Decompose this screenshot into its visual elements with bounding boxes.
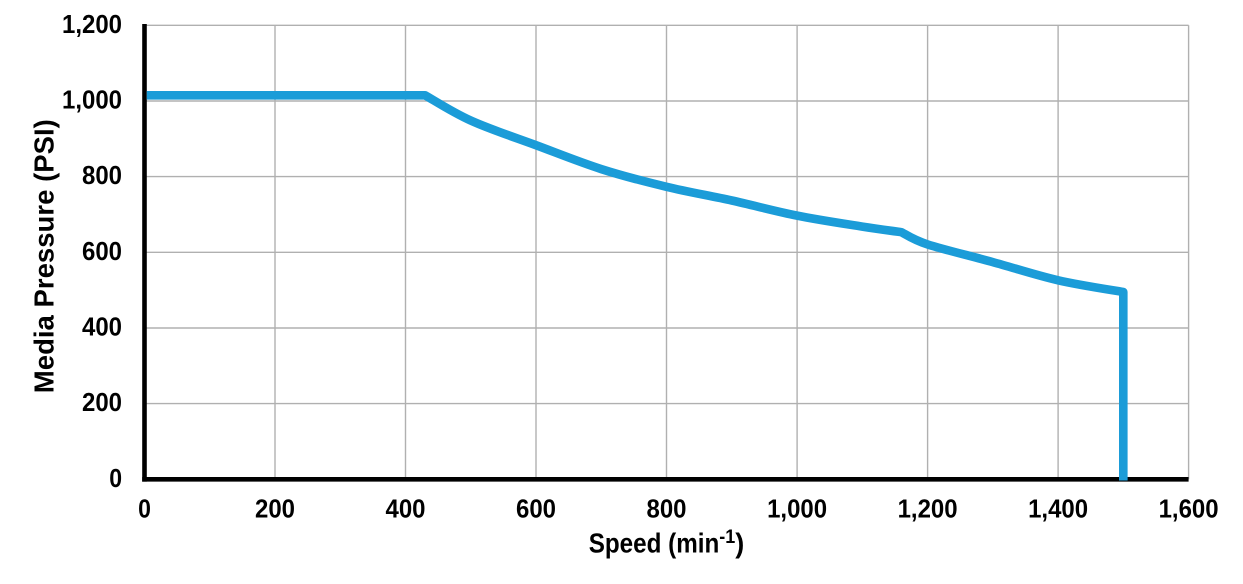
svg-text:1,600: 1,600 xyxy=(1159,494,1219,524)
svg-text:600: 600 xyxy=(516,494,556,524)
svg-text:0: 0 xyxy=(138,494,151,524)
svg-text:0: 0 xyxy=(109,463,122,493)
svg-text:1,400: 1,400 xyxy=(1028,494,1088,524)
svg-text:1,000: 1,000 xyxy=(62,85,122,115)
svg-text:1,000: 1,000 xyxy=(767,494,827,524)
svg-text:Speed (min-1): Speed (min-1) xyxy=(589,527,745,559)
svg-text:1,200: 1,200 xyxy=(898,494,958,524)
svg-text:800: 800 xyxy=(82,160,122,190)
svg-text:600: 600 xyxy=(82,236,122,266)
svg-text:400: 400 xyxy=(386,494,426,524)
svg-text:1,200: 1,200 xyxy=(62,9,122,39)
svg-text:Media Pressure (PSI): Media Pressure (PSI) xyxy=(28,119,59,393)
svg-text:200: 200 xyxy=(255,494,295,524)
svg-text:400: 400 xyxy=(82,312,122,342)
svg-text:800: 800 xyxy=(647,494,687,524)
svg-text:200: 200 xyxy=(82,387,122,417)
